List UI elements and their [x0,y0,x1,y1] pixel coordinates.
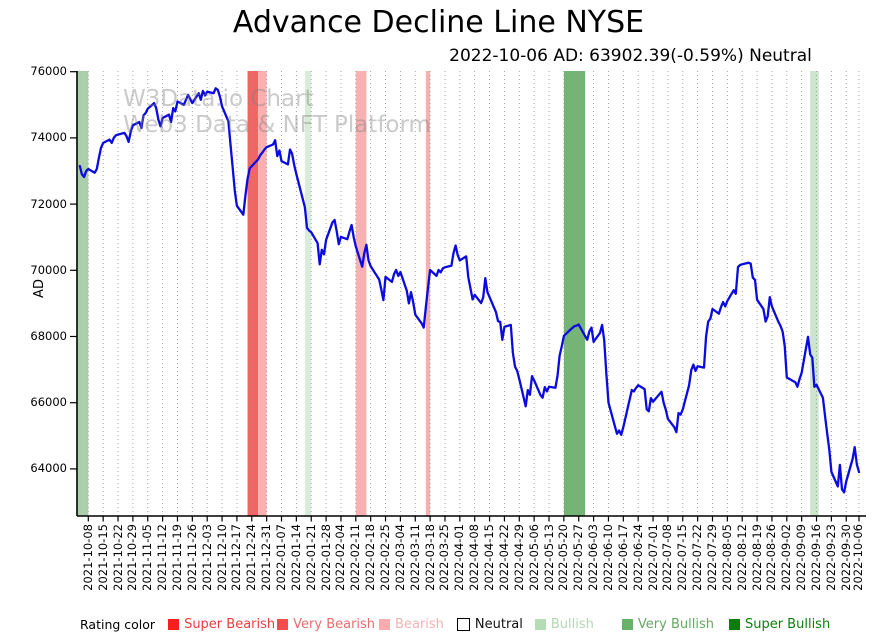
x-tick-label: 2022-03-04 [392,524,407,591]
x-tick-label: 2022-01-21 [303,524,318,591]
x-tick-label: 2022-10-06 [851,524,866,591]
x-tick-label: 2021-10-29 [125,524,140,591]
x-tick-label: 2022-04-08 [467,524,482,591]
x-tick-label: 2021-11-12 [155,524,170,591]
legend-item: Bullish [534,616,594,632]
x-tick-label: 2021-12-10 [214,524,229,591]
x-tick-label: 2022-03-11 [407,524,422,591]
x-tick-label: 2022-04-15 [482,524,497,591]
page-title: Advance Decline Line NYSE [232,5,645,40]
x-tick-label: 2022-03-25 [437,524,452,591]
x-tick-label: 2021-11-26 [184,524,199,591]
y-axis-title: AD [31,279,47,298]
legend-item-label: Super Bullish [744,616,831,632]
x-tick-label: 2021-11-05 [140,524,155,591]
x-tick-label: 2022-08-26 [764,524,779,591]
x-tick-label: 2022-04-29 [511,524,526,591]
x-tick-label: 2022-01-14 [288,524,303,591]
legend-swatch [621,618,633,630]
x-tick-label: 2021-10-08 [80,524,95,591]
x-tick-label: 2022-02-18 [363,524,378,591]
x-tick-label: 2022-02-11 [348,524,363,591]
x-tick-label: 2022-07-22 [690,524,705,591]
x-tick-label: 2022-05-20 [556,524,571,591]
x-tick-label: 2022-06-03 [586,524,601,591]
x-tick-label: 2022-08-05 [719,524,734,591]
legend-item-label: Bearish [395,616,444,632]
x-tick-label: 2022-09-23 [823,524,838,591]
legend-swatch [456,617,470,631]
x-tick-label: 2021-10-22 [110,524,125,591]
rating-band [258,71,267,516]
rating-band [563,71,586,516]
legend-item: Very Bearish [277,617,375,632]
x-tick-label: 2022-04-22 [496,524,511,591]
x-tick-label: 2021-12-03 [199,524,214,591]
rating-band [355,71,367,516]
x-tick-label: 2022-03-18 [422,524,437,591]
x-tick-label: 2021-12-24 [244,524,259,591]
legend-swatch [379,618,391,630]
x-tick-label: 2022-06-10 [600,524,615,591]
x-tick-label: 2022-09-16 [809,524,824,591]
x-tick-label: 2022-02-25 [378,524,393,591]
chart-subtitle-latest-reading: 2022-10-06 AD: 63902.39(-0.59%) Neutral [449,46,812,66]
legend-swatch [534,618,546,630]
legend-item-label: Very Bearish [293,616,376,632]
y-tick-label: 76000 [30,64,67,79]
legend-item: Bearish [379,617,444,632]
x-tick-label: 2022-08-12 [734,524,749,591]
legend-title: Rating color [80,616,156,632]
y-tick-label: 66000 [30,395,67,410]
rating-band [304,71,312,516]
legend-item: Neutral [456,616,523,632]
x-tick-label: 2022-01-07 [274,524,288,591]
x-tick-label: 2022-08-19 [749,524,764,591]
rating-band [810,71,819,516]
legend-item: Super Bullish [728,616,831,632]
legend-swatch [168,618,180,630]
x-tick-label: 2021-12-31 [259,524,274,591]
ad-line [78,87,861,494]
rating-color-legend: Rating color Super Bearish Very Bearish Be… [80,612,830,636]
y-tick-label: 74000 [30,130,67,145]
x-tick-label: 2022-09-02 [779,524,794,591]
x-tick-label: 2022-05-06 [526,524,541,591]
legend-item-label: Neutral [474,616,523,632]
x-tick-label: 2022-04-01 [452,524,467,591]
legend-swatch [728,618,740,630]
x-tick-label: 2022-01-28 [318,524,333,591]
legend-item: Super Bearish [168,617,275,632]
x-tick-label: 2022-07-15 [675,524,690,591]
legend-item-label: Very Bullish [637,616,714,632]
x-tick-label: 2022-02-04 [333,524,348,591]
rating-band [77,71,89,516]
rating-band [247,71,259,516]
y-tick-label: 64000 [30,461,67,476]
x-tick-label: 2022-05-13 [541,524,556,591]
x-tick-label: 2021-10-15 [95,524,110,591]
x-tick-label: 2022-06-17 [615,524,630,591]
legend-swatch [277,618,289,630]
legend-item: Very Bullish [621,616,714,632]
x-tick-label: 2021-11-19 [169,524,184,591]
x-tick-label: 2022-07-01 [645,524,660,591]
x-tick-label: 2022-06-24 [630,524,645,591]
y-tick-label: 72000 [30,196,67,211]
x-tick-label: 2022-07-29 [704,524,719,591]
x-tick-label: 2022-09-09 [794,524,809,591]
x-tick-label: 2022-07-08 [660,524,675,591]
x-tick-label: 2022-05-27 [571,524,586,591]
x-tick-label: 2021-12-17 [229,524,244,591]
y-tick-label: 68000 [30,329,67,343]
legend-item-label: Bullish [550,616,594,632]
legend-item-label: Super Bearish [184,616,276,632]
y-tick-label: 70000 [30,262,67,277]
